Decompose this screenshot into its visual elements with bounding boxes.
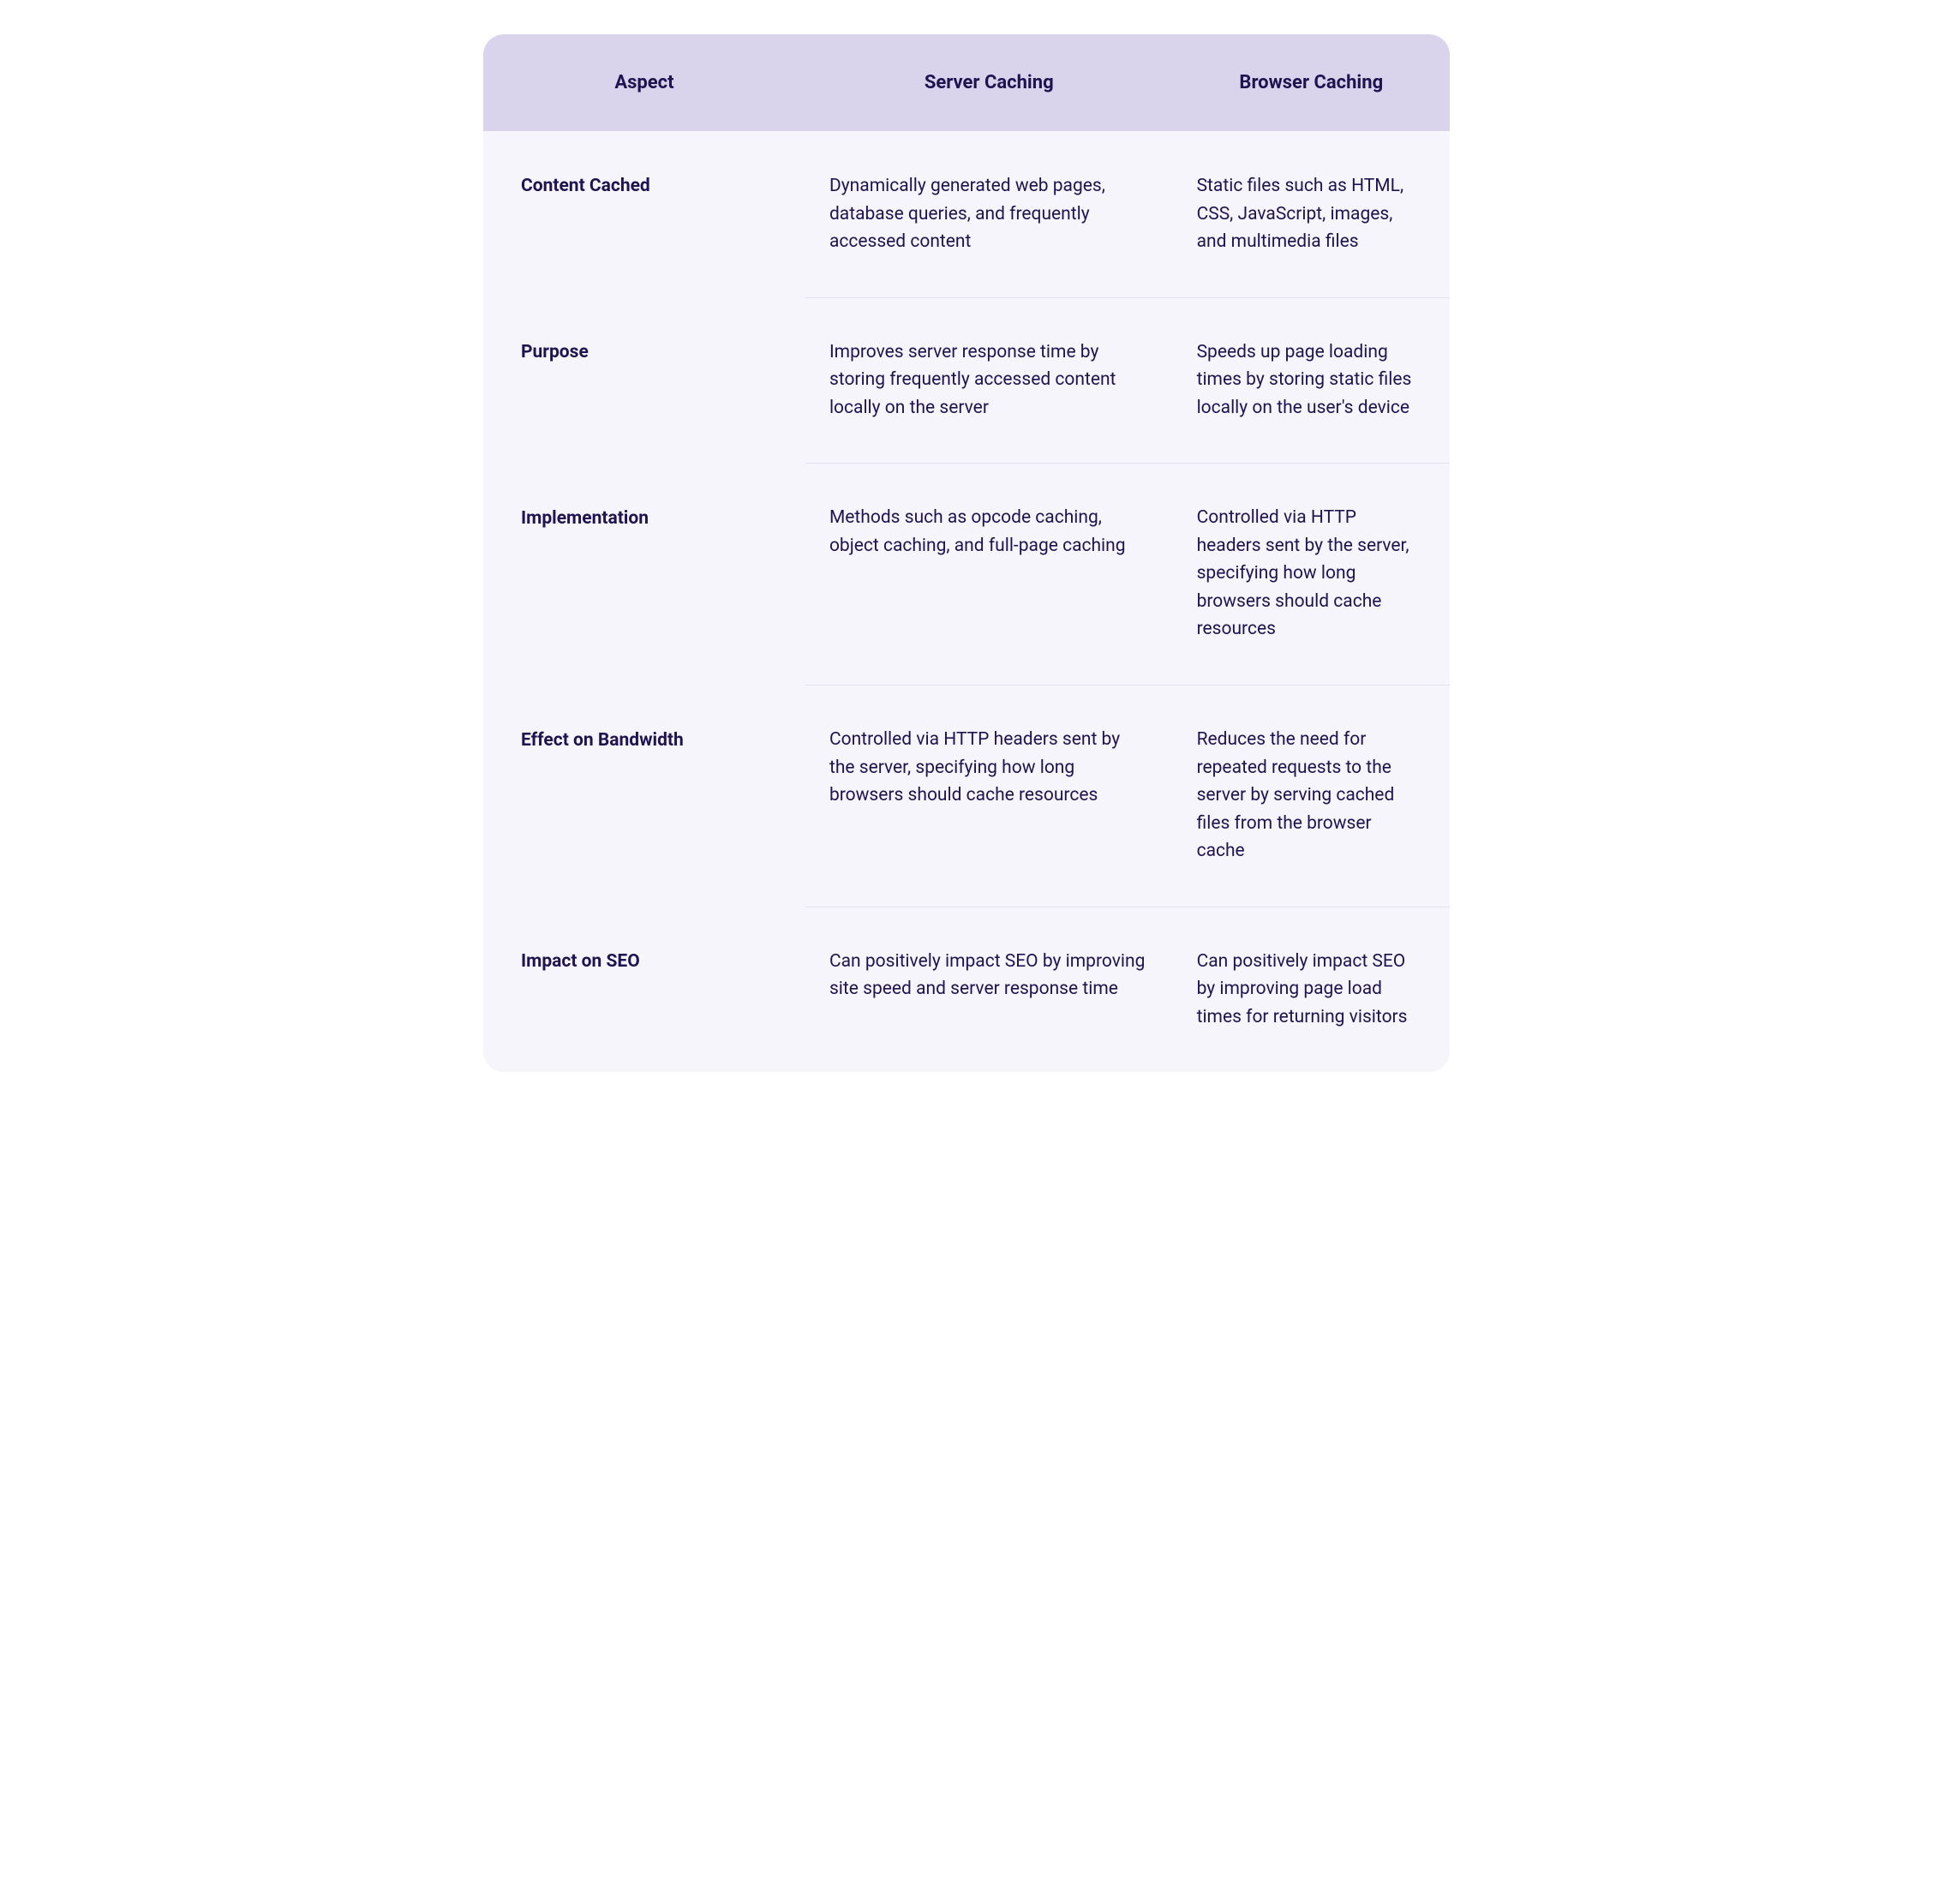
table-row: Effect on BandwidthControlled via HTTP h…: [483, 685, 1450, 907]
table-body: Content CachedDynamically generated web …: [483, 131, 1450, 1072]
cell-aspect: Purpose: [483, 297, 805, 464]
cell-aspect: Content Cached: [483, 131, 805, 297]
cell-aspect: Effect on Bandwidth: [483, 685, 805, 907]
col-header-browser: Browser Caching: [1173, 34, 1450, 131]
cell-server: Improves server response time by storing…: [805, 297, 1173, 464]
cell-server: Controlled via HTTP headers sent by the …: [805, 685, 1173, 907]
table-header-row: Aspect Server Caching Browser Caching: [483, 34, 1450, 131]
cell-browser: Can positively impact SEO by improving p…: [1173, 907, 1450, 1073]
col-header-server: Server Caching: [805, 34, 1173, 131]
cell-aspect: Impact on SEO: [483, 907, 805, 1073]
cell-aspect: Implementation: [483, 463, 805, 685]
cell-browser: Reduces the need for repeated requests t…: [1173, 685, 1450, 907]
col-header-aspect: Aspect: [483, 34, 805, 131]
table-row: ImplementationMethods such as opcode cac…: [483, 463, 1450, 685]
cell-server: Can positively impact SEO by improving s…: [805, 907, 1173, 1073]
comparison-card: Aspect Server Caching Browser Caching Co…: [483, 34, 1450, 1072]
cell-server: Dynamically generated web pages, databas…: [805, 131, 1173, 297]
table-row: PurposeImproves server response time by …: [483, 297, 1450, 464]
cell-server: Methods such as opcode caching, object c…: [805, 463, 1173, 685]
comparison-table: Aspect Server Caching Browser Caching Co…: [483, 34, 1450, 1072]
cell-browser: Static files such as HTML, CSS, JavaScri…: [1173, 131, 1450, 297]
table-row: Impact on SEOCan positively impact SEO b…: [483, 907, 1450, 1073]
table-row: Content CachedDynamically generated web …: [483, 131, 1450, 297]
cell-browser: Speeds up page loading times by storing …: [1173, 297, 1450, 464]
cell-browser: Controlled via HTTP headers sent by the …: [1173, 463, 1450, 685]
